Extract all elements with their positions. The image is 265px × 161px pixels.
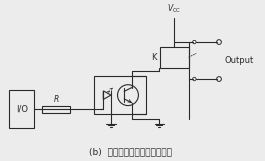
Text: I/O: I/O xyxy=(16,105,28,114)
Text: Output: Output xyxy=(225,56,254,65)
Bar xyxy=(160,47,189,68)
Bar xyxy=(10,90,34,128)
Bar xyxy=(42,106,70,113)
Bar xyxy=(94,76,146,114)
Text: $V_{\mathrm{CC}}$: $V_{\mathrm{CC}}$ xyxy=(167,3,182,15)
Text: (b)  控制输出与外部电路的隔离: (b) 控制输出与外部电路的隔离 xyxy=(89,147,172,156)
Text: K: K xyxy=(151,53,156,62)
Text: $R$: $R$ xyxy=(53,93,59,104)
